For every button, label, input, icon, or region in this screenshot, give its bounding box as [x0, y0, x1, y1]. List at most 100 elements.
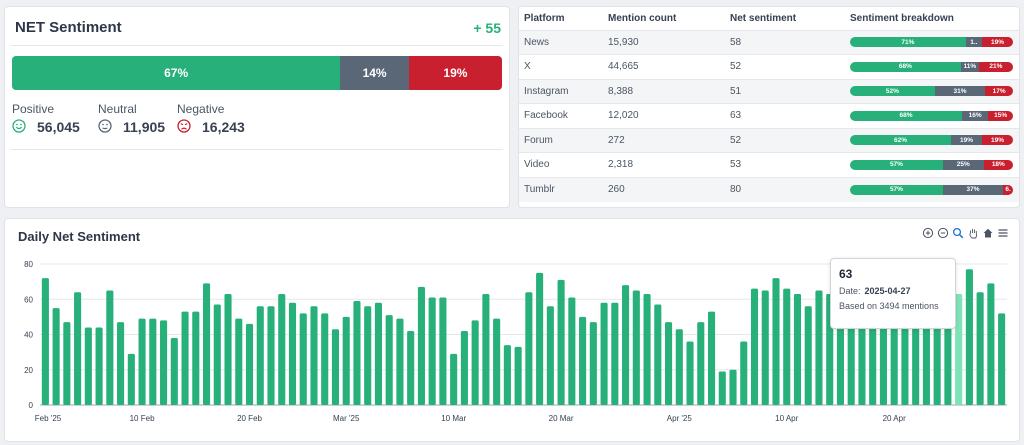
- table-row[interactable]: Instagram 8,388 51 52% 31% 17%: [519, 78, 1019, 104]
- daily-bar[interactable]: [707, 311, 716, 405]
- daily-bar[interactable]: [955, 293, 963, 405]
- daily-bar[interactable]: [665, 322, 673, 405]
- daily-bar[interactable]: [74, 292, 82, 405]
- daily-bar[interactable]: [235, 318, 243, 405]
- daily-bar[interactable]: [482, 293, 490, 405]
- daily-bar[interactable]: [750, 288, 759, 405]
- daily-bar[interactable]: [611, 302, 619, 405]
- daily-bar[interactable]: [84, 327, 92, 405]
- daily-bar[interactable]: [675, 329, 683, 405]
- daily-bar[interactable]: [998, 313, 1006, 405]
- sentiment-breakdown-bar[interactable]: 67% 14% 19%: [12, 56, 502, 90]
- daily-bar[interactable]: [471, 320, 479, 405]
- daily-bar[interactable]: [353, 301, 361, 405]
- daily-bar[interactable]: [310, 306, 318, 405]
- daily-bar[interactable]: [793, 293, 802, 405]
- daily-bar[interactable]: [52, 308, 60, 405]
- daily-bar[interactable]: [63, 322, 71, 405]
- mini-breakdown-bar[interactable]: 52% 31% 17%: [850, 86, 1013, 97]
- daily-bar[interactable]: [342, 316, 350, 405]
- home-icon[interactable]: [982, 227, 994, 239]
- daily-bar[interactable]: [858, 306, 866, 405]
- daily-bar[interactable]: [654, 304, 662, 405]
- daily-bar[interactable]: [278, 293, 286, 405]
- menu-icon[interactable]: [997, 227, 1009, 239]
- daily-bar[interactable]: [557, 279, 565, 405]
- daily-bar[interactable]: [95, 327, 103, 405]
- daily-bar[interactable]: [385, 315, 393, 405]
- daily-bar[interactable]: [815, 290, 823, 405]
- column-header-sentiment-breakdown[interactable]: Sentiment breakdown: [845, 7, 1019, 30]
- mini-breakdown-bar[interactable]: 71% 1.. 19%: [850, 37, 1013, 48]
- daily-bar[interactable]: [568, 297, 576, 405]
- table-row[interactable]: Forum 272 52 62% 19% 19%: [519, 127, 1019, 153]
- table-row[interactable]: Facebook 12,020 63 68% 16% 15%: [519, 103, 1019, 128]
- daily-bar[interactable]: [127, 353, 135, 405]
- positive-segment[interactable]: 67%: [12, 56, 341, 90]
- daily-bar[interactable]: [106, 290, 114, 405]
- daily-bar[interactable]: [288, 302, 297, 405]
- daily-bar[interactable]: [170, 338, 178, 405]
- daily-bar[interactable]: [632, 290, 640, 405]
- daily-bar[interactable]: [514, 346, 522, 405]
- daily-bar[interactable]: [772, 278, 780, 405]
- daily-bar[interactable]: [213, 304, 221, 405]
- daily-bar[interactable]: [192, 311, 200, 405]
- daily-bar[interactable]: [718, 371, 726, 405]
- daily-bar[interactable]: [160, 320, 168, 405]
- daily-bar[interactable]: [460, 330, 468, 405]
- daily-bar[interactable]: [428, 297, 436, 405]
- daily-bar[interactable]: [546, 306, 554, 405]
- neutral-segment[interactable]: 14%: [340, 56, 409, 90]
- zoom-out-icon[interactable]: [937, 227, 949, 239]
- daily-bar[interactable]: [364, 306, 372, 405]
- daily-bar[interactable]: [987, 283, 995, 405]
- daily-bar[interactable]: [643, 293, 651, 405]
- daily-bar[interactable]: [600, 302, 608, 405]
- negative-segment[interactable]: 19%: [408, 56, 502, 90]
- daily-bar[interactable]: [149, 318, 157, 405]
- mini-breakdown-bar[interactable]: 62% 19% 19%: [850, 135, 1013, 146]
- daily-bar[interactable]: [138, 318, 146, 405]
- daily-bar[interactable]: [41, 278, 49, 405]
- daily-bar[interactable]: [181, 311, 189, 405]
- daily-bar[interactable]: [536, 272, 544, 405]
- daily-bar[interactable]: [267, 306, 275, 405]
- daily-bar[interactable]: [245, 323, 254, 405]
- daily-bar[interactable]: [965, 269, 973, 405]
- pan-hand-icon[interactable]: [967, 227, 979, 239]
- table-row[interactable]: Video 2,318 53 57% 25% 18%: [519, 152, 1019, 177]
- daily-bar[interactable]: [450, 353, 458, 405]
- daily-bar[interactable]: [374, 302, 382, 405]
- column-header-mention-count[interactable]: Mention count: [603, 7, 725, 30]
- daily-bar[interactable]: [417, 286, 425, 405]
- daily-bar[interactable]: [224, 293, 232, 405]
- daily-bar[interactable]: [396, 318, 404, 405]
- zoom-in-icon[interactable]: [922, 227, 934, 239]
- daily-bar[interactable]: [589, 322, 597, 405]
- daily-bar[interactable]: [783, 288, 791, 405]
- daily-bar[interactable]: [697, 322, 705, 405]
- magnifier-icon[interactable]: [952, 227, 964, 239]
- daily-bar[interactable]: [686, 341, 694, 405]
- daily-bar[interactable]: [321, 313, 329, 405]
- mini-breakdown-bar[interactable]: 68% 16% 15%: [850, 110, 1013, 121]
- column-header-platform[interactable]: Platform: [519, 7, 603, 30]
- daily-bar[interactable]: [439, 297, 447, 405]
- daily-bar[interactable]: [117, 322, 125, 405]
- table-row[interactable]: X 44,665 52 68% 11% 21%: [519, 54, 1019, 79]
- daily-bar[interactable]: [976, 292, 984, 405]
- column-header-net-sentiment[interactable]: Net sentiment: [725, 7, 845, 30]
- daily-bar[interactable]: [804, 306, 812, 405]
- daily-bar[interactable]: [761, 290, 769, 405]
- daily-bar[interactable]: [729, 369, 737, 405]
- daily-bar[interactable]: [493, 318, 501, 405]
- daily-bar[interactable]: [202, 283, 211, 405]
- daily-bar[interactable]: [622, 285, 630, 405]
- table-row[interactable]: News 15,930 58 71% 1.. 19%: [519, 29, 1019, 55]
- mini-breakdown-bar[interactable]: 68% 11% 21%: [850, 61, 1013, 72]
- mini-breakdown-bar[interactable]: 57% 37% 6.: [850, 184, 1013, 195]
- daily-bar[interactable]: [901, 306, 909, 405]
- daily-bar[interactable]: [525, 292, 533, 405]
